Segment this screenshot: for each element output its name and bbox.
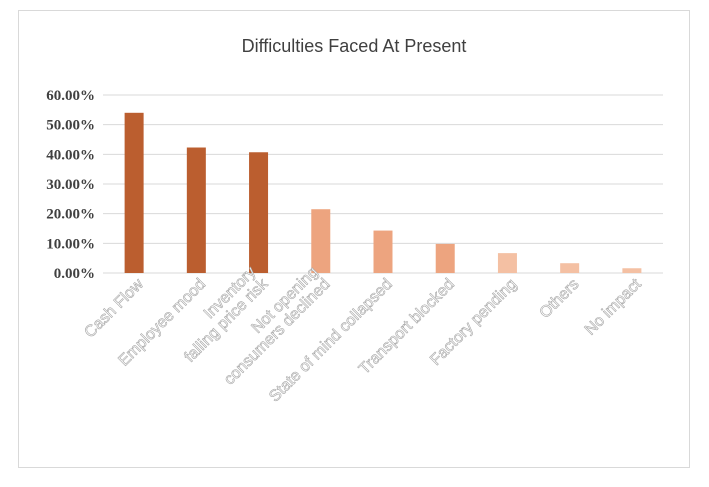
bar — [435, 243, 455, 273]
y-tick-label: 40.00% — [46, 147, 95, 163]
bar — [186, 147, 206, 273]
x-tick-label-line: Others — [537, 276, 583, 322]
y-tick-label: 60.00% — [46, 88, 95, 104]
bar — [497, 253, 517, 273]
chart-title: Difficulties Faced At Present — [241, 36, 467, 56]
bar — [560, 263, 580, 273]
x-tick-label-line: Cash Flow — [81, 275, 147, 341]
bar — [124, 112, 144, 273]
bar — [622, 268, 642, 273]
bar — [249, 152, 269, 273]
y-tick-label: 20.00% — [46, 207, 95, 223]
x-tick-label-line: No impact — [582, 275, 645, 338]
bar — [373, 230, 393, 273]
x-tick-label: Cash Flow — [81, 275, 147, 341]
y-tick-label: 10.00% — [46, 236, 95, 252]
y-tick-label: 30.00% — [46, 177, 95, 193]
x-tick-label: Others — [537, 276, 583, 322]
x-tick-label: No impact — [582, 275, 645, 338]
y-tick-label: 50.00% — [46, 118, 95, 134]
bar — [311, 209, 331, 273]
y-tick-label: 0.00% — [54, 266, 95, 282]
